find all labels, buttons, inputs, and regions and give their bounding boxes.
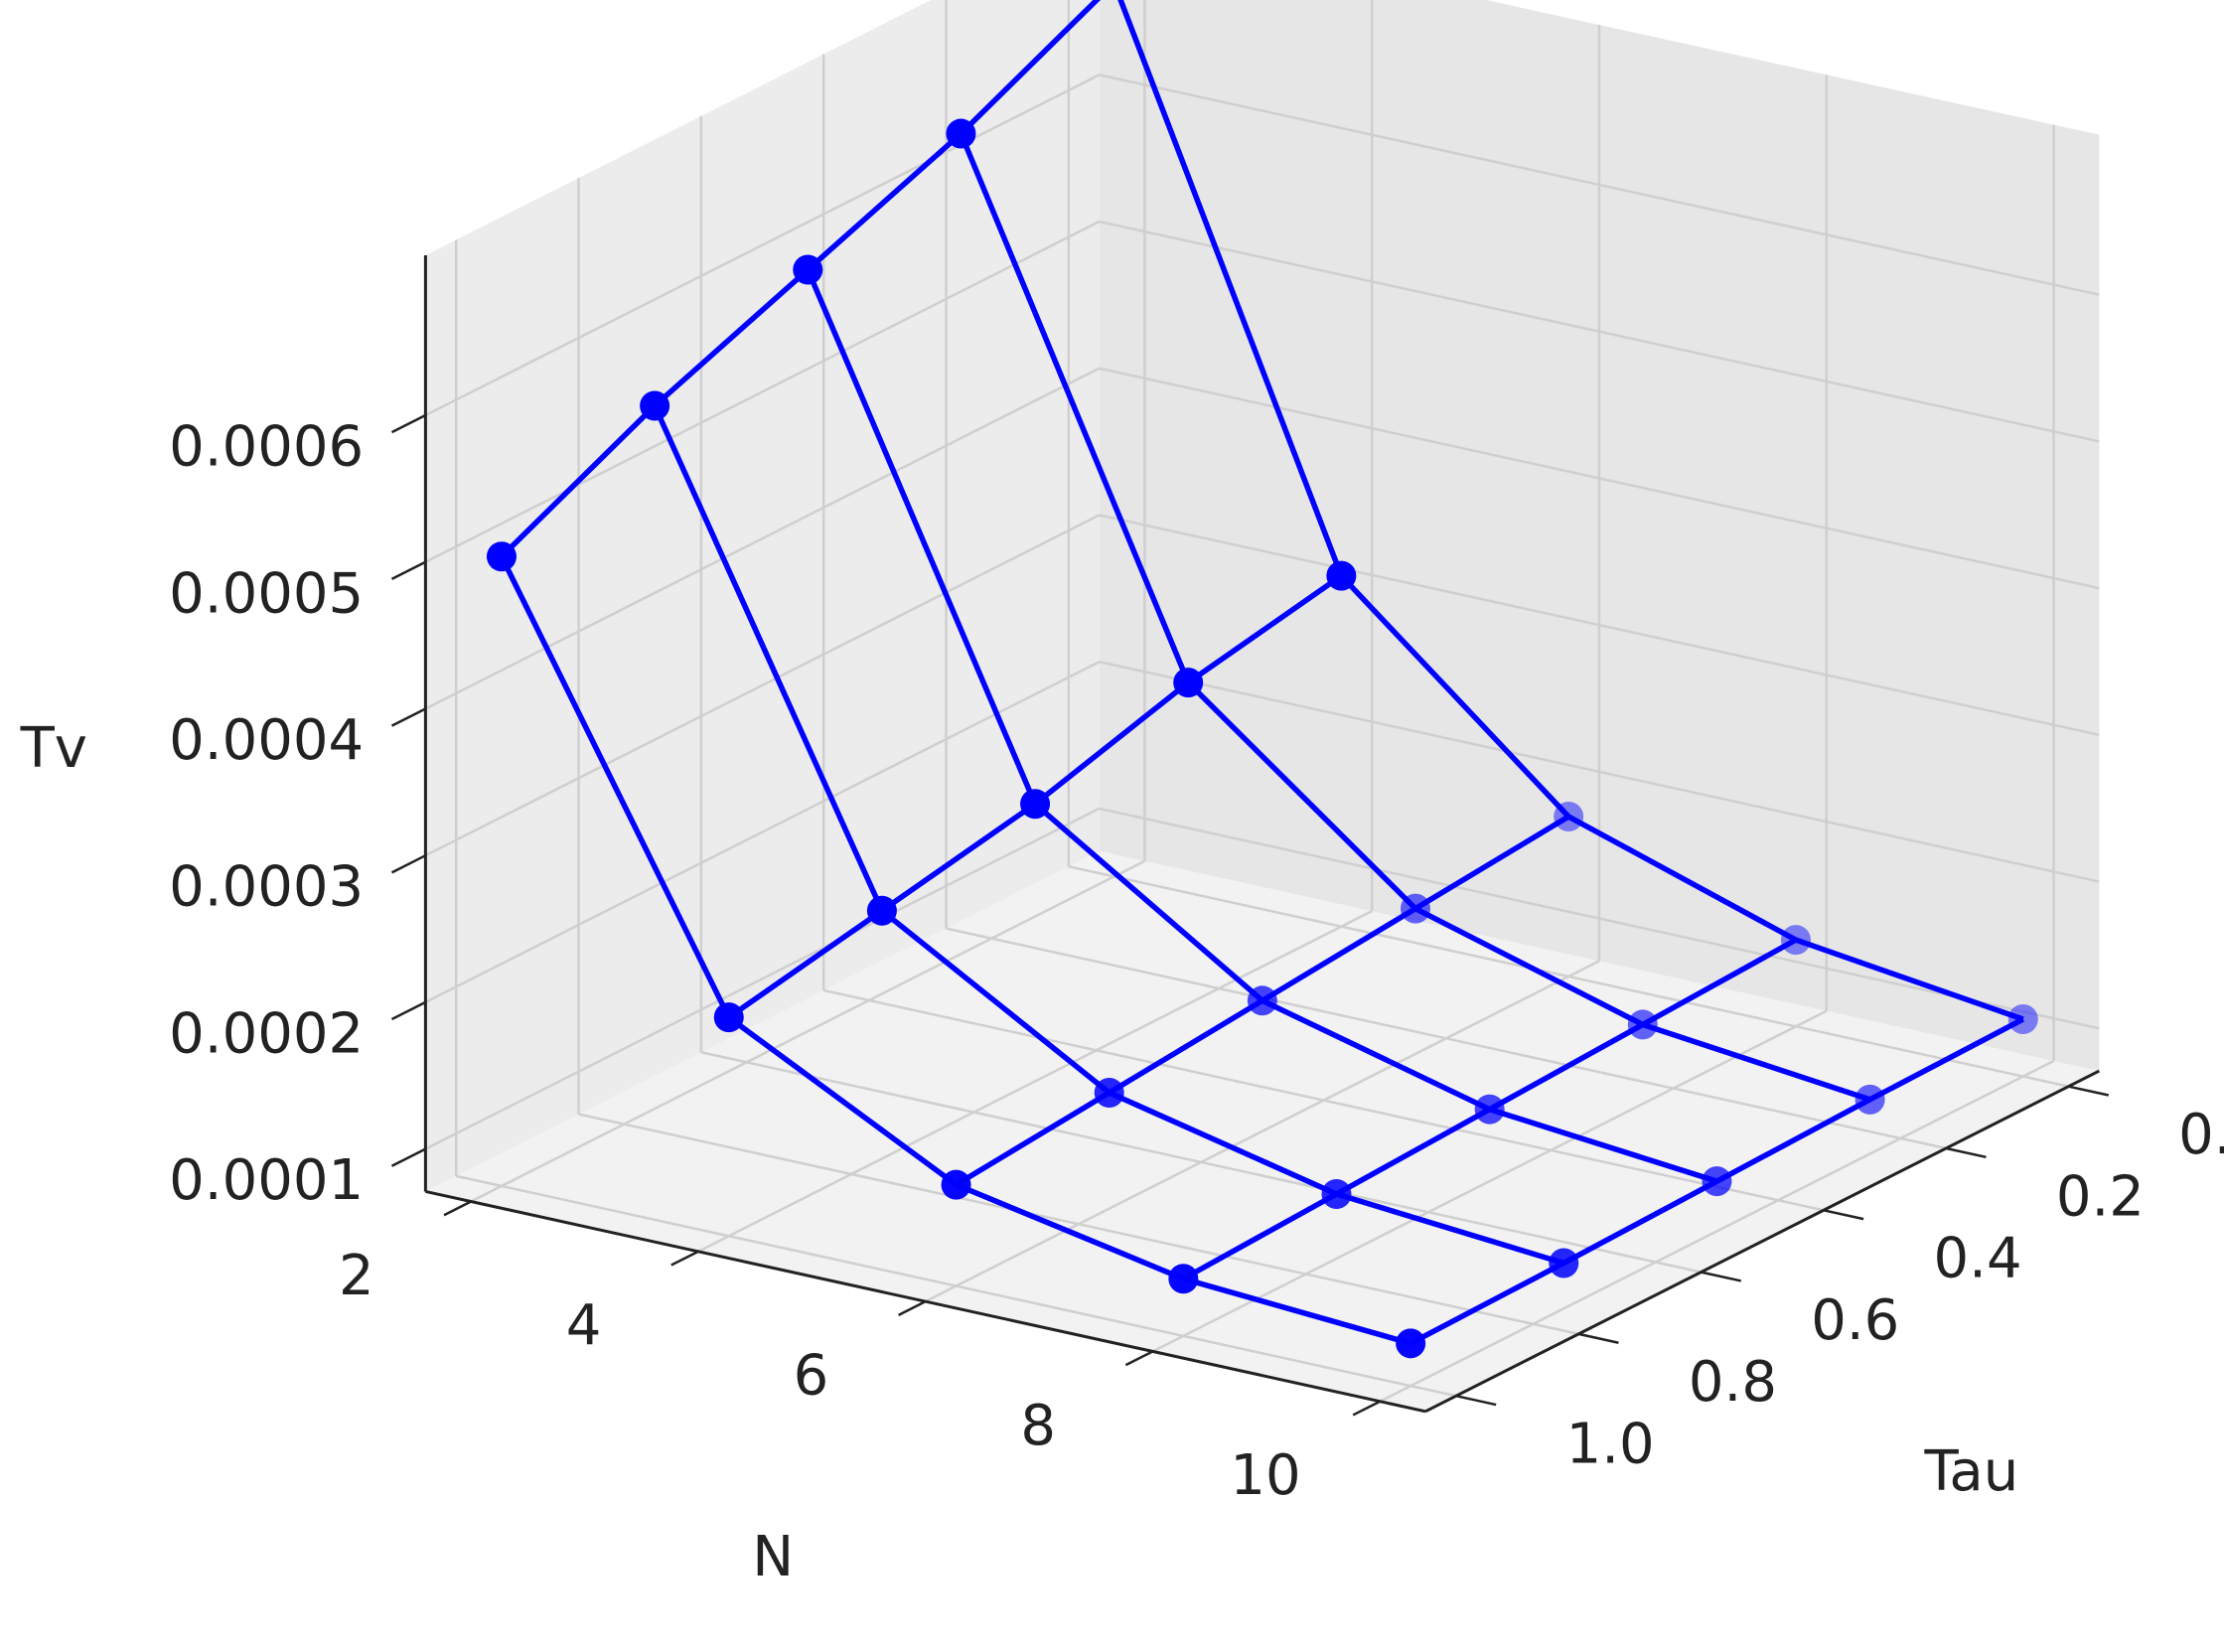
grid-line bbox=[1068, 865, 2069, 1088]
z-tick-label: 0.0001 bbox=[169, 1148, 364, 1213]
point bbox=[713, 1002, 744, 1033]
y-tick-label: 1.0 bbox=[1566, 1412, 1655, 1476]
grid-line bbox=[424, 661, 1101, 1004]
point bbox=[1702, 1166, 1732, 1197]
y-tick bbox=[1823, 1209, 1864, 1221]
point bbox=[640, 390, 670, 421]
point bbox=[793, 254, 823, 285]
x-tick bbox=[670, 1250, 699, 1267]
grid-line bbox=[822, 988, 1825, 1212]
point bbox=[1401, 893, 1431, 924]
grid-line bbox=[424, 220, 1101, 563]
grid-line bbox=[946, 927, 1947, 1150]
grid-line bbox=[424, 74, 1101, 417]
grid-line bbox=[424, 807, 1101, 1150]
grid-line bbox=[1379, 1059, 2055, 1403]
grid-line bbox=[1099, 74, 2100, 296]
y-tick-label: 0.0 bbox=[2178, 1103, 2224, 1167]
grid-line bbox=[424, 367, 1101, 710]
point bbox=[1474, 1094, 1505, 1125]
grid-line bbox=[1099, 807, 2100, 1030]
z-tick bbox=[390, 560, 426, 581]
y-tick-label: 0.4 bbox=[1934, 1227, 2022, 1291]
x-axis bbox=[425, 1189, 1426, 1414]
point bbox=[1094, 1077, 1124, 1108]
point bbox=[1168, 1264, 1199, 1294]
y-tick bbox=[1455, 1394, 1497, 1407]
y-tick-label: 0.8 bbox=[1689, 1350, 1777, 1415]
z-tick-label: 0.0003 bbox=[169, 855, 364, 920]
z-tick-label: 0.0002 bbox=[169, 1001, 364, 1066]
x-tick bbox=[898, 1300, 927, 1316]
grid-line bbox=[1099, 660, 2100, 883]
point bbox=[1321, 1178, 1352, 1209]
y-axis-label: Tau bbox=[1923, 1439, 2018, 1504]
x-tick bbox=[1352, 1400, 1381, 1417]
point bbox=[1247, 985, 1277, 1016]
grid-line bbox=[1099, 220, 2100, 443]
x-tick bbox=[443, 1200, 472, 1217]
grid-line bbox=[1151, 1009, 1828, 1353]
z-axis-label: Tv bbox=[20, 716, 87, 781]
y-tick bbox=[1577, 1332, 1619, 1344]
point bbox=[1554, 801, 1584, 831]
z-tick bbox=[390, 1000, 426, 1021]
point bbox=[1549, 1248, 1579, 1278]
x-tick-label: 4 bbox=[566, 1293, 602, 1358]
point bbox=[1020, 789, 1051, 820]
y-tick bbox=[1945, 1146, 1987, 1159]
z-tick-label: 0.0006 bbox=[169, 415, 364, 480]
point bbox=[1173, 668, 1204, 698]
x-tick bbox=[1124, 1350, 1154, 1367]
x-tick-label: 6 bbox=[794, 1344, 829, 1409]
grid-line bbox=[1099, 367, 2100, 590]
point bbox=[1854, 1084, 1885, 1115]
point bbox=[941, 1169, 971, 1200]
y-tick-label: 0.6 bbox=[1811, 1288, 1899, 1353]
point bbox=[866, 895, 897, 926]
grid-line bbox=[925, 960, 1600, 1303]
point bbox=[946, 118, 976, 149]
x-tick-label: 10 bbox=[1230, 1443, 1300, 1508]
point bbox=[1627, 1009, 1658, 1040]
x-tick-label: 8 bbox=[1020, 1394, 1056, 1458]
z-tick bbox=[390, 854, 426, 874]
y-tick-label: 0.2 bbox=[2056, 1164, 2145, 1229]
grid-line bbox=[697, 910, 1373, 1253]
point bbox=[1396, 1328, 1426, 1359]
grid-line bbox=[578, 1113, 1579, 1336]
grid-line bbox=[424, 514, 1101, 857]
z-tick bbox=[390, 413, 426, 434]
y-tick bbox=[2068, 1085, 2110, 1097]
z-tick bbox=[390, 707, 426, 727]
y-tick bbox=[1701, 1271, 1742, 1282]
point bbox=[1780, 925, 1811, 956]
z-tick-label: 0.0004 bbox=[169, 708, 364, 773]
z-tick bbox=[390, 1147, 426, 1167]
grid-line bbox=[470, 859, 1145, 1203]
grid-line bbox=[455, 1174, 1457, 1398]
point bbox=[1326, 560, 1357, 591]
point bbox=[2007, 1003, 2038, 1034]
x-tick-label: 2 bbox=[339, 1244, 374, 1308]
z-tick-label: 0.0005 bbox=[169, 561, 364, 626]
grid-line bbox=[1099, 514, 2100, 737]
y-axis bbox=[1424, 1069, 2101, 1414]
grid-line bbox=[700, 1051, 1702, 1274]
x-axis-label: N bbox=[752, 1525, 794, 1589]
point bbox=[486, 541, 517, 572]
